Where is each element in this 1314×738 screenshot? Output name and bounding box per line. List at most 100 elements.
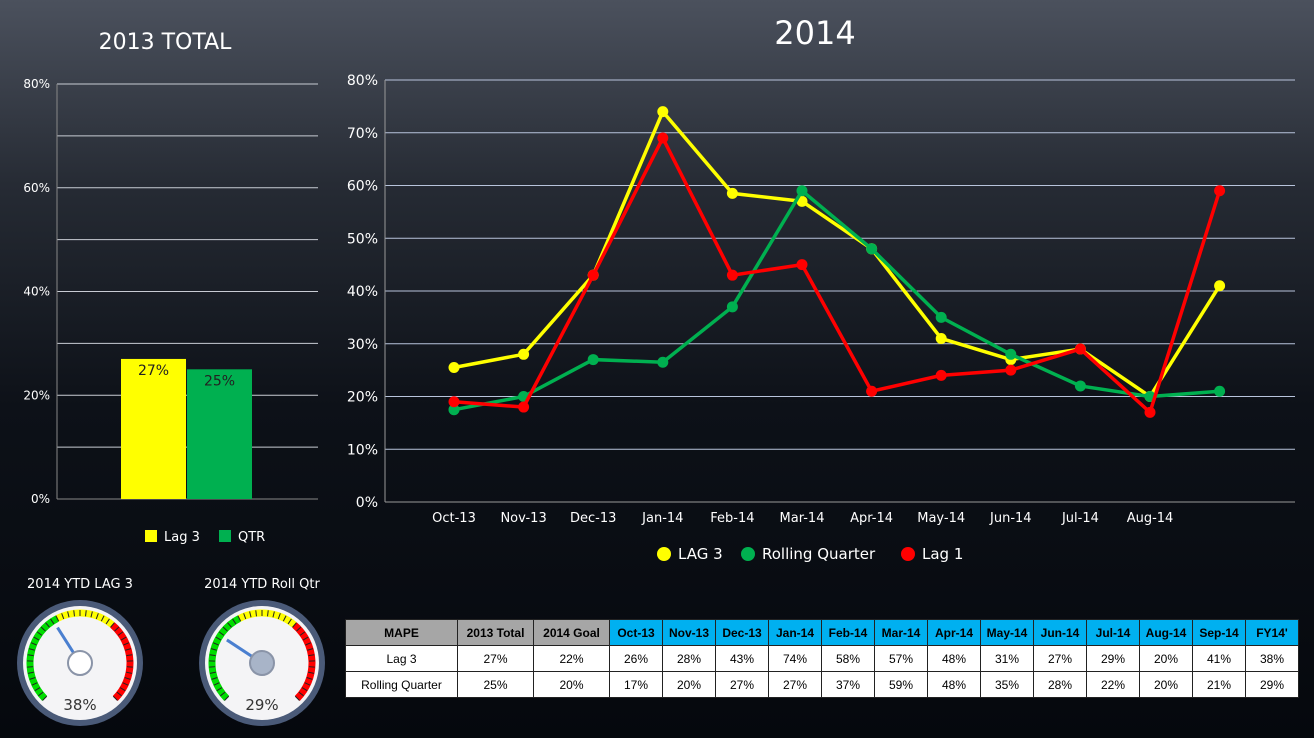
table-cell: 27% xyxy=(715,671,769,698)
table-cell: Lag 3 xyxy=(345,645,458,672)
table-cell: 28% xyxy=(662,645,716,672)
legend-label: QTR xyxy=(238,530,265,545)
column-header: MAPE xyxy=(345,619,458,646)
table-row: Lag 3 27% 22% 26% 28% 43% 74% 58% 57% 48% 31% 27% 29… xyxy=(345,645,1299,672)
data-point xyxy=(935,369,947,381)
column-header: Jun-14 xyxy=(1033,619,1087,646)
table-cell: 48% xyxy=(927,645,981,672)
data-point xyxy=(1214,185,1226,197)
table-cell: 27% xyxy=(457,645,534,672)
x-tick-label: Aug-14 xyxy=(1127,511,1174,526)
x-tick-label: Dec-13 xyxy=(570,511,616,526)
series-line xyxy=(453,188,1220,412)
x-tick-label: May-14 xyxy=(917,511,965,526)
legend-marker xyxy=(901,547,915,561)
data-point xyxy=(796,259,808,271)
column-header: Feb-14 xyxy=(821,619,875,646)
column-header: Jul-14 xyxy=(1086,619,1140,646)
table-cell: 29% xyxy=(1086,645,1140,672)
y-tick-label: 60% xyxy=(347,179,378,195)
series-line xyxy=(453,108,1222,399)
series-line xyxy=(453,134,1222,416)
y-tick-label: 20% xyxy=(347,390,378,406)
legend-marker xyxy=(657,547,671,561)
table-row: Rolling Quarter 25% 20% 17% 20% 27% 27% 37% 59% 4… xyxy=(345,671,1299,698)
y-tick-label: 0% xyxy=(356,495,378,511)
data-point xyxy=(448,404,460,416)
table-cell: 27% xyxy=(1033,645,1087,672)
data-point xyxy=(796,185,808,197)
table-cell: 31% xyxy=(980,645,1034,672)
table-cell: Rolling Quarter xyxy=(345,671,458,698)
table-cell: 20% xyxy=(662,671,716,698)
data-point xyxy=(657,356,669,368)
table-cell: 22% xyxy=(533,645,610,672)
table-cell: 20% xyxy=(1139,645,1193,672)
y-tick-label: 70% xyxy=(347,126,378,142)
column-header: Nov-13 xyxy=(662,619,716,646)
data-point xyxy=(587,354,599,366)
table-cell: 17% xyxy=(609,671,663,698)
table-cell: 27% xyxy=(768,671,822,698)
y-tick-label: 40% xyxy=(23,285,50,299)
x-tick-label: Oct-13 xyxy=(432,511,476,526)
table-cell: 37% xyxy=(821,671,875,698)
data-point xyxy=(657,106,669,118)
column-header: 2013 Total xyxy=(457,619,534,646)
legend-label: LAG 3 xyxy=(678,545,723,563)
table-cell: 41% xyxy=(1192,645,1246,672)
bar-data-label: 25% xyxy=(204,373,235,389)
data-point xyxy=(1074,343,1086,355)
data-point xyxy=(657,132,669,144)
x-tick-label: Nov-13 xyxy=(500,511,546,526)
x-tick-label: Mar-14 xyxy=(780,511,825,526)
data-point xyxy=(518,348,530,360)
bar-data-label: 27% xyxy=(138,363,169,379)
legend-marker xyxy=(741,547,755,561)
bar-chart-title: 2013 TOTAL xyxy=(98,30,232,55)
column-header: May-14 xyxy=(980,619,1034,646)
column-header: Sep-14 xyxy=(1192,619,1246,646)
table-cell: 48% xyxy=(927,671,981,698)
column-header: Apr-14 xyxy=(927,619,981,646)
column-header: FY14' xyxy=(1245,619,1299,646)
x-tick-label: Jun-14 xyxy=(989,511,1032,526)
legend-label: Lag 3 xyxy=(164,530,200,545)
data-point xyxy=(1005,348,1017,360)
data-point xyxy=(935,311,947,323)
table-cell: 28% xyxy=(1033,671,1087,698)
x-tick-label: Jul-14 xyxy=(1061,511,1099,526)
y-tick-label: 80% xyxy=(347,73,378,89)
table-cell: 20% xyxy=(1139,671,1193,698)
y-tick-label: 10% xyxy=(347,442,378,458)
column-header: Jan-14 xyxy=(768,619,822,646)
gauge-title: 2014 YTD LAG 3 xyxy=(27,577,133,592)
gauge-value: 29% xyxy=(245,696,278,714)
column-header: 2014 Goal xyxy=(533,619,610,646)
legend-label: Lag 1 xyxy=(922,545,963,563)
data-point xyxy=(1074,380,1086,392)
x-tick-label: Jan-14 xyxy=(641,511,683,526)
data-point xyxy=(935,332,947,344)
data-point xyxy=(726,301,738,313)
data-point xyxy=(587,269,599,281)
legend-label: Rolling Quarter xyxy=(762,545,876,563)
data-point xyxy=(1005,364,1017,376)
data-point xyxy=(518,401,530,413)
y-tick-label: 30% xyxy=(347,337,378,353)
legend-swatch xyxy=(219,530,231,542)
table-cell: 59% xyxy=(874,671,928,698)
x-tick-label: Feb-14 xyxy=(710,511,754,526)
gauge: 29% xyxy=(199,600,325,726)
data-point xyxy=(866,385,878,397)
data-point xyxy=(1144,406,1156,418)
gauge: 38% xyxy=(17,600,143,726)
table-cell: 21% xyxy=(1192,671,1246,698)
data-point xyxy=(726,269,738,281)
table-cell: 38% xyxy=(1245,645,1299,672)
mape-table: MAPE 2013 Total 2014 Goal Oct-13 Nov-13 Dec-1… xyxy=(345,619,1299,698)
data-point xyxy=(726,187,738,199)
column-header: Mar-14 xyxy=(874,619,928,646)
charts: 0% 20% 40% 60% 80% 27% 25% Lag 3 QTR 0% 10% 20% 30% 4… xyxy=(23,73,1295,563)
y-tick-label: 0% xyxy=(31,492,50,506)
